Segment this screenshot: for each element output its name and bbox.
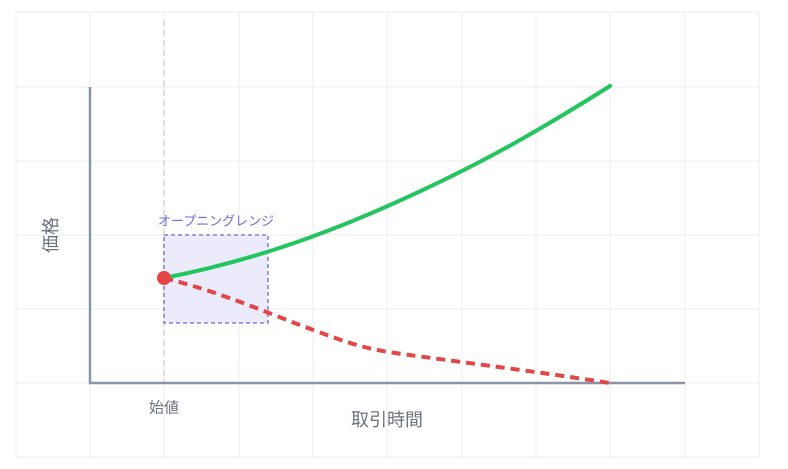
start-label: 始値 (149, 399, 179, 417)
down-path (163, 276, 611, 385)
open-point (157, 271, 171, 285)
y-axis-label: 価格 (41, 217, 62, 253)
opening-range-label: オープニングレンジ (158, 215, 274, 230)
up-path (162, 84, 612, 280)
grid (15, 11, 760, 458)
x-axis-label: 取引時間 (351, 410, 423, 431)
opening-range-box (163, 234, 269, 324)
